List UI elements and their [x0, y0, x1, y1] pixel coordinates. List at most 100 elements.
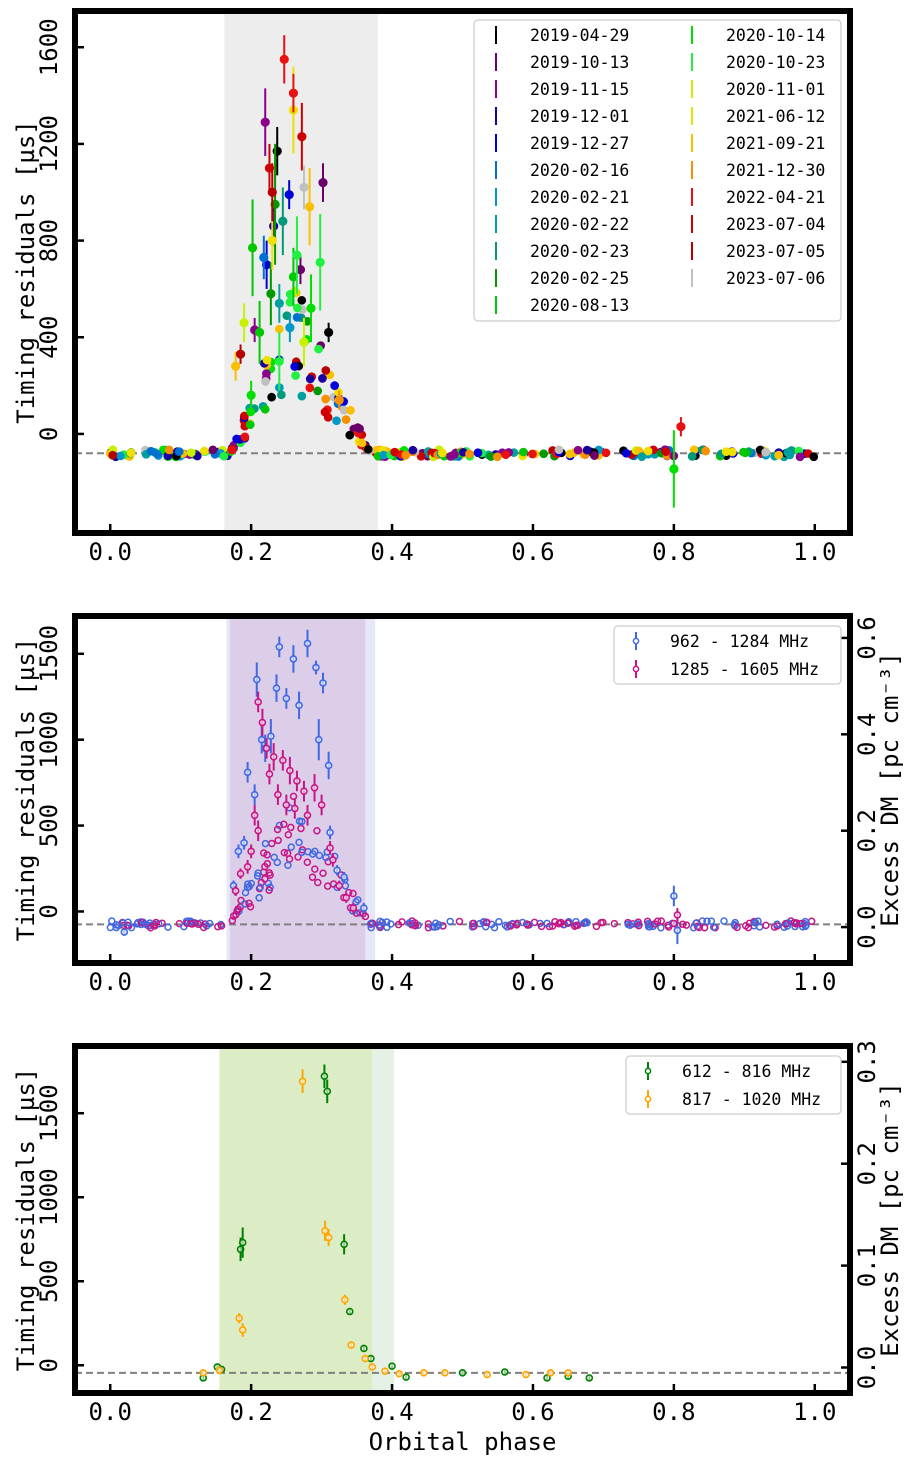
- y2-tick-label: 0.6: [853, 616, 881, 659]
- x-tick-label: 1.0: [793, 1398, 836, 1426]
- data-point: [324, 1233, 333, 1242]
- eclipse-point: [262, 355, 272, 365]
- data-point: [329, 856, 337, 864]
- eclipse-point: [332, 416, 341, 426]
- data-point: [243, 768, 252, 777]
- eclipse-point: [264, 879, 273, 888]
- data-point: [564, 1369, 572, 1377]
- eclipse-point: [270, 853, 278, 862]
- data-point: [293, 777, 301, 785]
- legend-item: 1285 - 1605 MHz: [632, 660, 819, 679]
- legend-item: 2020-02-22: [495, 215, 629, 234]
- legend-item: 2019-12-01: [495, 107, 629, 126]
- baseline-point: [433, 922, 441, 931]
- baseline-point: [367, 923, 375, 932]
- chart-panel-top: 0.0 0.2 0.4 0.6 0.8 1.0 0 400 800 1200 1600 Timing …: [12, 8, 853, 566]
- baseline-point: [703, 917, 711, 926]
- eclipse-point: [330, 381, 339, 390]
- data-point: [458, 1369, 467, 1377]
- baseline-point: [751, 918, 759, 927]
- baseline-point: [116, 451, 125, 461]
- data-point: [298, 1077, 307, 1086]
- x-tick-label: 0.0: [89, 538, 132, 566]
- series-2020-10-14: [246, 274, 679, 508]
- data-point: [231, 887, 240, 895]
- data-point: [297, 132, 307, 142]
- data-point: [269, 753, 278, 761]
- legend-label: 962 - 1284 MHz: [670, 632, 809, 651]
- eclipse-point: [240, 432, 250, 442]
- baseline-point: [643, 446, 653, 456]
- baseline-point: [424, 923, 433, 932]
- series-2020-10-23: [274, 214, 325, 391]
- series-962-1284-mhz: [120, 629, 682, 945]
- baseline-point: [522, 920, 531, 928]
- eclipse-point: [241, 888, 250, 897]
- baseline-point: [164, 923, 172, 931]
- baseline-point: [383, 918, 391, 926]
- baseline-point: [495, 918, 503, 926]
- data-point: [333, 866, 341, 875]
- eclipse-point: [257, 878, 266, 887]
- baseline-point: [537, 922, 546, 931]
- baseline-point: [501, 921, 510, 930]
- y-tick-label: 1200: [35, 115, 63, 173]
- series-2022-04-21: [279, 35, 686, 437]
- eclipse-point: [353, 423, 363, 432]
- legend-item: 2020-02-23: [495, 242, 629, 261]
- data-point: [215, 1366, 224, 1375]
- data-point: [314, 735, 323, 744]
- baseline-point: [774, 450, 783, 460]
- eclipse-point: [341, 415, 351, 424]
- data-point: [269, 221, 279, 231]
- baseline-point: [476, 919, 484, 928]
- legend-label: 2019-11-15: [530, 80, 629, 99]
- eclipse-point: [291, 371, 300, 380]
- legend-item: 2023-07-05: [691, 242, 825, 261]
- baseline-point: [621, 448, 631, 458]
- legend-label: 1285 - 1605 MHz: [670, 660, 819, 679]
- baseline-point: [733, 923, 741, 932]
- baseline-point: [557, 918, 565, 927]
- legend-label: 2020-02-16: [530, 161, 629, 180]
- y-tick-label: 1500: [35, 625, 63, 683]
- legend-item: 2020-10-23: [691, 53, 825, 72]
- baseline-point: [597, 918, 605, 927]
- eclipse-point: [284, 861, 292, 869]
- data-point: [441, 1369, 449, 1377]
- y2-axis-label: Excess DM [pc cm⁻³]: [876, 652, 904, 927]
- legend-label: 2020-10-14: [726, 26, 825, 45]
- eclipse-point: [245, 420, 255, 430]
- x-tick-label: 0.4: [370, 968, 413, 996]
- legend-label: 2020-02-25: [530, 269, 629, 288]
- eclipse-point: [292, 312, 302, 322]
- eclipse-point: [311, 865, 319, 873]
- series-2020-02-22: [274, 284, 284, 323]
- y-tick-label: 1000: [35, 1168, 63, 1226]
- baseline-point: [687, 452, 697, 461]
- legend-label: 2020-02-22: [530, 215, 629, 234]
- data-point: [335, 881, 344, 890]
- eclipse-point: [354, 896, 362, 904]
- y2-tick-label: 0.1: [853, 1244, 881, 1287]
- legend-item: 2021-09-21: [691, 134, 825, 153]
- legend-item: 2023-07-06: [691, 269, 825, 288]
- data-point: [278, 216, 288, 226]
- baseline-point: [809, 452, 819, 462]
- data-point: [299, 337, 309, 347]
- x-tick-label: 0.0: [89, 968, 132, 996]
- series-2020-11-01: [239, 303, 309, 367]
- baseline-point: [657, 917, 666, 925]
- baseline-point: [106, 923, 115, 932]
- eclipse-point: [233, 906, 241, 915]
- baseline-point: [744, 923, 753, 932]
- eclipse-point: [280, 820, 288, 829]
- data-point: [483, 1370, 491, 1379]
- legend-label: 2019-04-29: [530, 26, 629, 45]
- eclipse-point: [241, 900, 249, 908]
- x-tick-label: 1.0: [793, 968, 836, 996]
- eclipse-point: [232, 434, 241, 444]
- data-point: [240, 838, 248, 847]
- baseline-point: [590, 451, 599, 460]
